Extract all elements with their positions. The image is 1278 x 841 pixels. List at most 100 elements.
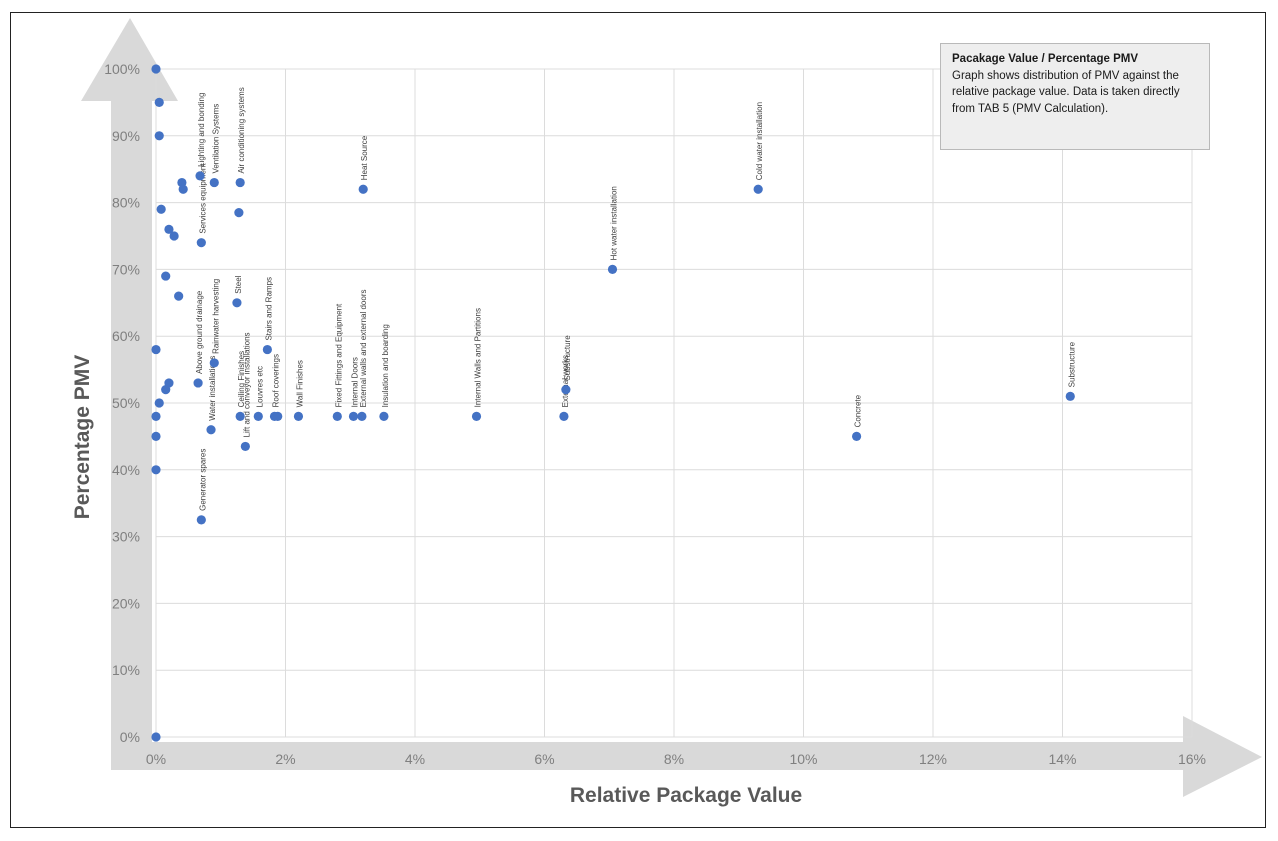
x-tick-label: 16% [1178,751,1206,767]
data-point [293,411,304,421]
data-point [273,411,283,421]
data-point [753,184,763,194]
y-tick-label: 10% [112,662,140,678]
data-point [151,64,161,74]
data-label: Lighting and bonding [197,93,206,167]
y-axis-title: Percentage PMV [71,355,94,520]
data-point [357,411,367,421]
x-tick-label: 0% [146,751,166,767]
x-axis-arrow [111,716,1262,797]
data-label: Substructure [1067,341,1076,387]
chart-note-box: Pacakage Value / Percentage PMV Graph sh… [940,43,1210,150]
data-point [154,398,164,408]
x-tick-label: 10% [789,751,817,767]
gridlines [155,68,1193,738]
note-body: Graph shows distribution of PMV against … [952,69,1180,115]
axis-arrows [81,18,1262,797]
data-point [234,208,244,218]
data-point [154,131,164,141]
data-point [196,515,206,525]
data-point [154,97,164,107]
data-label: Above ground drainage [195,290,204,374]
data-label: Internal Doors [350,357,359,407]
data-point [206,425,216,435]
data-label: Insulation and boarding [381,324,390,407]
data-label: Ceiling Finishes [237,351,246,407]
data-point [164,224,174,234]
data-point [161,271,171,281]
data-point [379,411,389,421]
data-point [561,385,571,395]
data-label: Water installations [208,356,217,421]
data-point [164,378,174,388]
data-label: Rainwater harvesting [211,279,220,354]
y-tick-label: 80% [112,195,140,211]
data-label: Substructure [563,335,572,381]
data-label: Roof coverings [271,354,280,407]
note-title: Pacakage Value / Percentage PMV [952,53,1139,65]
y-tick-label: 90% [112,128,140,144]
data-point [232,298,242,308]
data-point [195,171,205,181]
data-point [235,177,245,188]
x-axis-title: Relative Package Value [570,784,802,807]
x-tick-label: 8% [664,751,684,767]
data-label: Cold water installation [755,102,764,180]
y-tick-label: 20% [112,595,140,611]
data-point [1065,391,1075,401]
y-tick-label: 30% [112,529,140,545]
data-point [471,411,482,421]
data-point [851,431,862,441]
data-label: External walls and external doors [359,290,368,408]
data-point [559,411,569,421]
data-label: Stairs and Ramps [264,277,273,341]
data-point [156,204,166,214]
data-label: Fixed Fittings and Equipment [334,303,343,407]
x-tick-label: 6% [534,751,554,767]
data-point [348,411,359,421]
data-point [178,184,188,194]
data-label: Heat Source [360,135,369,180]
data-point [262,344,272,355]
y-axis-arrow [81,18,178,742]
tick-labels: 0% 10% 20% 30% 40% 50% 60% 70% 80% 90% 100% 0% 2% 4% 6… [104,61,1206,767]
data-label: Wall Finishes [295,360,304,407]
data-label: Hot water installation [609,186,618,260]
y-tick-label: 100% [104,61,140,77]
data-point [151,431,161,441]
data-label: Steel [234,275,243,293]
data-label: Air conditioning systems [237,87,246,173]
data-point [253,411,263,421]
y-tick-label: 0% [120,729,140,745]
data-label: Lift and conveyor installations [242,332,251,437]
y-tick-label: 40% [112,462,140,478]
data-point [151,344,161,355]
data-labels: Lighting and bonding Ventilation Systems S… [195,87,1076,511]
data-label: Concrete [854,394,863,427]
data-label: Internal Walls and Partitions [474,308,483,407]
data-point [240,441,250,452]
data-point [209,358,219,368]
data-label: Generator spares [198,449,207,511]
y-tick-label: 50% [112,395,140,411]
data-point [169,231,179,241]
data-label: Services equipment [198,163,207,234]
data-point [174,291,184,301]
x-tick-label: 4% [405,751,425,767]
data-point [196,238,206,248]
data-point [209,177,219,188]
data-point [235,411,245,421]
y-tick-label: 60% [112,328,140,344]
data-points [151,64,1075,742]
data-label: Louvres etc [255,366,264,407]
x-tick-label: 12% [919,751,947,767]
data-point [193,378,203,388]
x-tick-label: 14% [1048,751,1076,767]
data-label: Ventilation Systems [211,104,220,174]
y-tick-label: 70% [112,261,140,277]
data-point [151,732,161,742]
x-tick-label: 2% [275,751,295,767]
data-point [358,184,368,194]
data-point [332,411,342,421]
